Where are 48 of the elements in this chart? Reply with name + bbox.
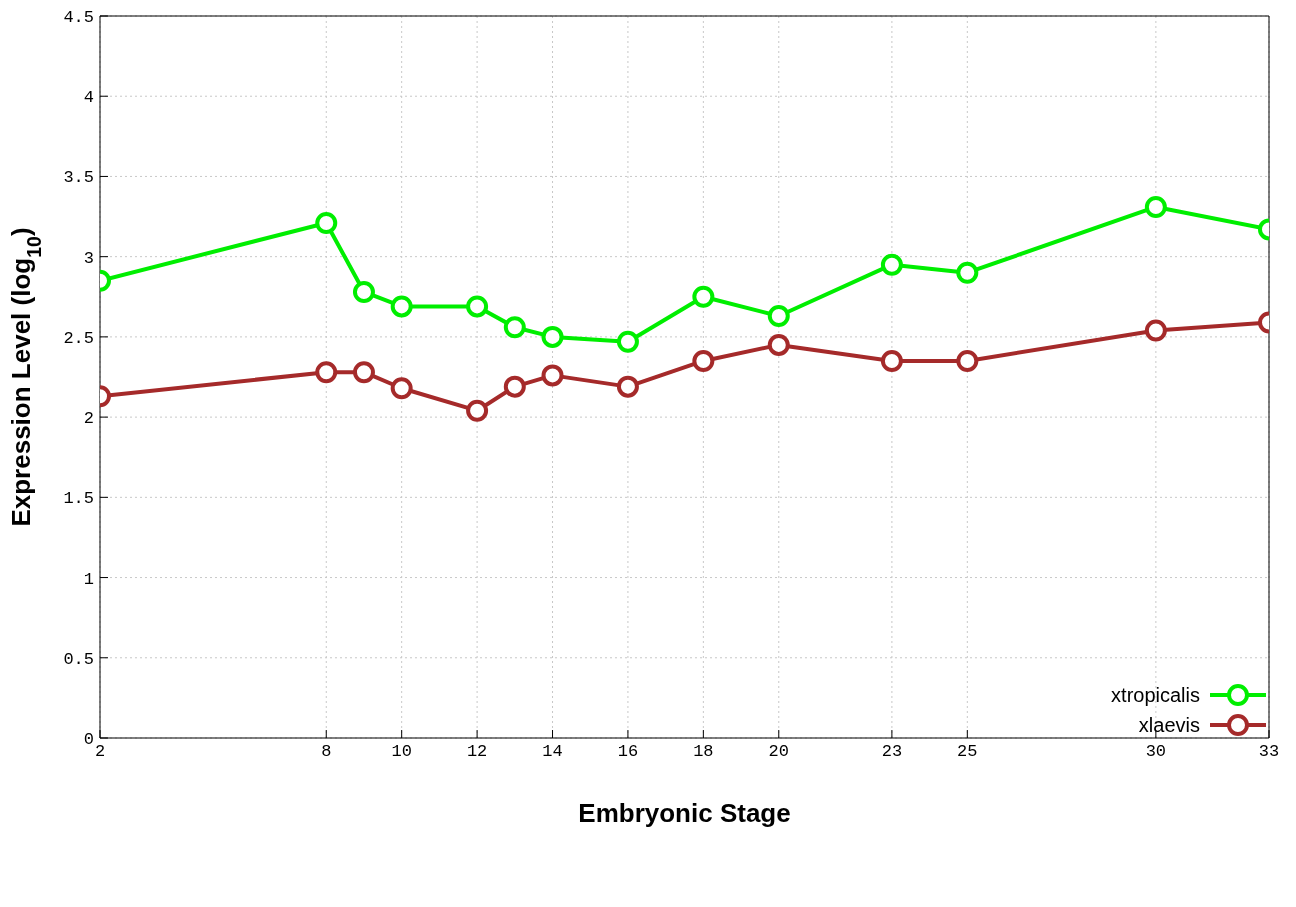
x-tick-label: 33	[1258, 742, 1280, 762]
point	[352, 280, 375, 303]
x-tick-label: 25	[957, 742, 978, 762]
y-tick-label: 1.5	[63, 489, 94, 509]
x-tick-label: 20	[768, 742, 789, 762]
point	[390, 295, 413, 318]
y-tick-label: 3	[83, 248, 94, 268]
point	[956, 261, 979, 284]
y-tick-label: 2.5	[63, 328, 94, 348]
point	[315, 211, 338, 234]
point	[315, 361, 338, 384]
x-axis-title: Embryonic Stage	[578, 798, 791, 828]
x-tick-label: 23	[881, 742, 903, 762]
point	[692, 285, 715, 308]
point	[541, 364, 564, 387]
point	[956, 349, 979, 372]
y-tick-label: 2	[83, 409, 94, 429]
x-tick-label: 8	[321, 742, 332, 762]
point	[880, 253, 903, 276]
x-tick-label: 16	[617, 742, 639, 762]
y-tick-label: 0.5	[63, 649, 94, 669]
y-tick-label: 3.5	[63, 168, 94, 188]
point	[616, 330, 639, 353]
point	[503, 316, 526, 339]
point	[541, 325, 564, 348]
point	[616, 375, 639, 398]
legend-label: xlaevis	[1138, 713, 1200, 737]
x-tick-label: 18	[693, 742, 714, 762]
point	[352, 361, 375, 384]
x-tick-label: 12	[466, 742, 488, 762]
x-tick-label: 10	[391, 742, 412, 762]
point	[1144, 195, 1167, 218]
point	[466, 295, 489, 318]
point	[1144, 319, 1167, 342]
y-tick-label: 1	[83, 569, 94, 589]
y-tick-label: 4	[83, 88, 94, 108]
point	[503, 375, 526, 398]
point	[880, 349, 903, 372]
point	[767, 305, 790, 328]
point	[767, 333, 790, 356]
legend-label: xtropicalis	[1111, 683, 1200, 707]
x-tick-label: 30	[1145, 742, 1167, 762]
x-tick-label: 14	[542, 742, 563, 762]
point	[466, 399, 489, 422]
point	[390, 377, 413, 400]
point	[692, 349, 715, 372]
y-tick-label: 0	[83, 730, 94, 750]
y-tick-label: 4.5	[63, 8, 94, 28]
